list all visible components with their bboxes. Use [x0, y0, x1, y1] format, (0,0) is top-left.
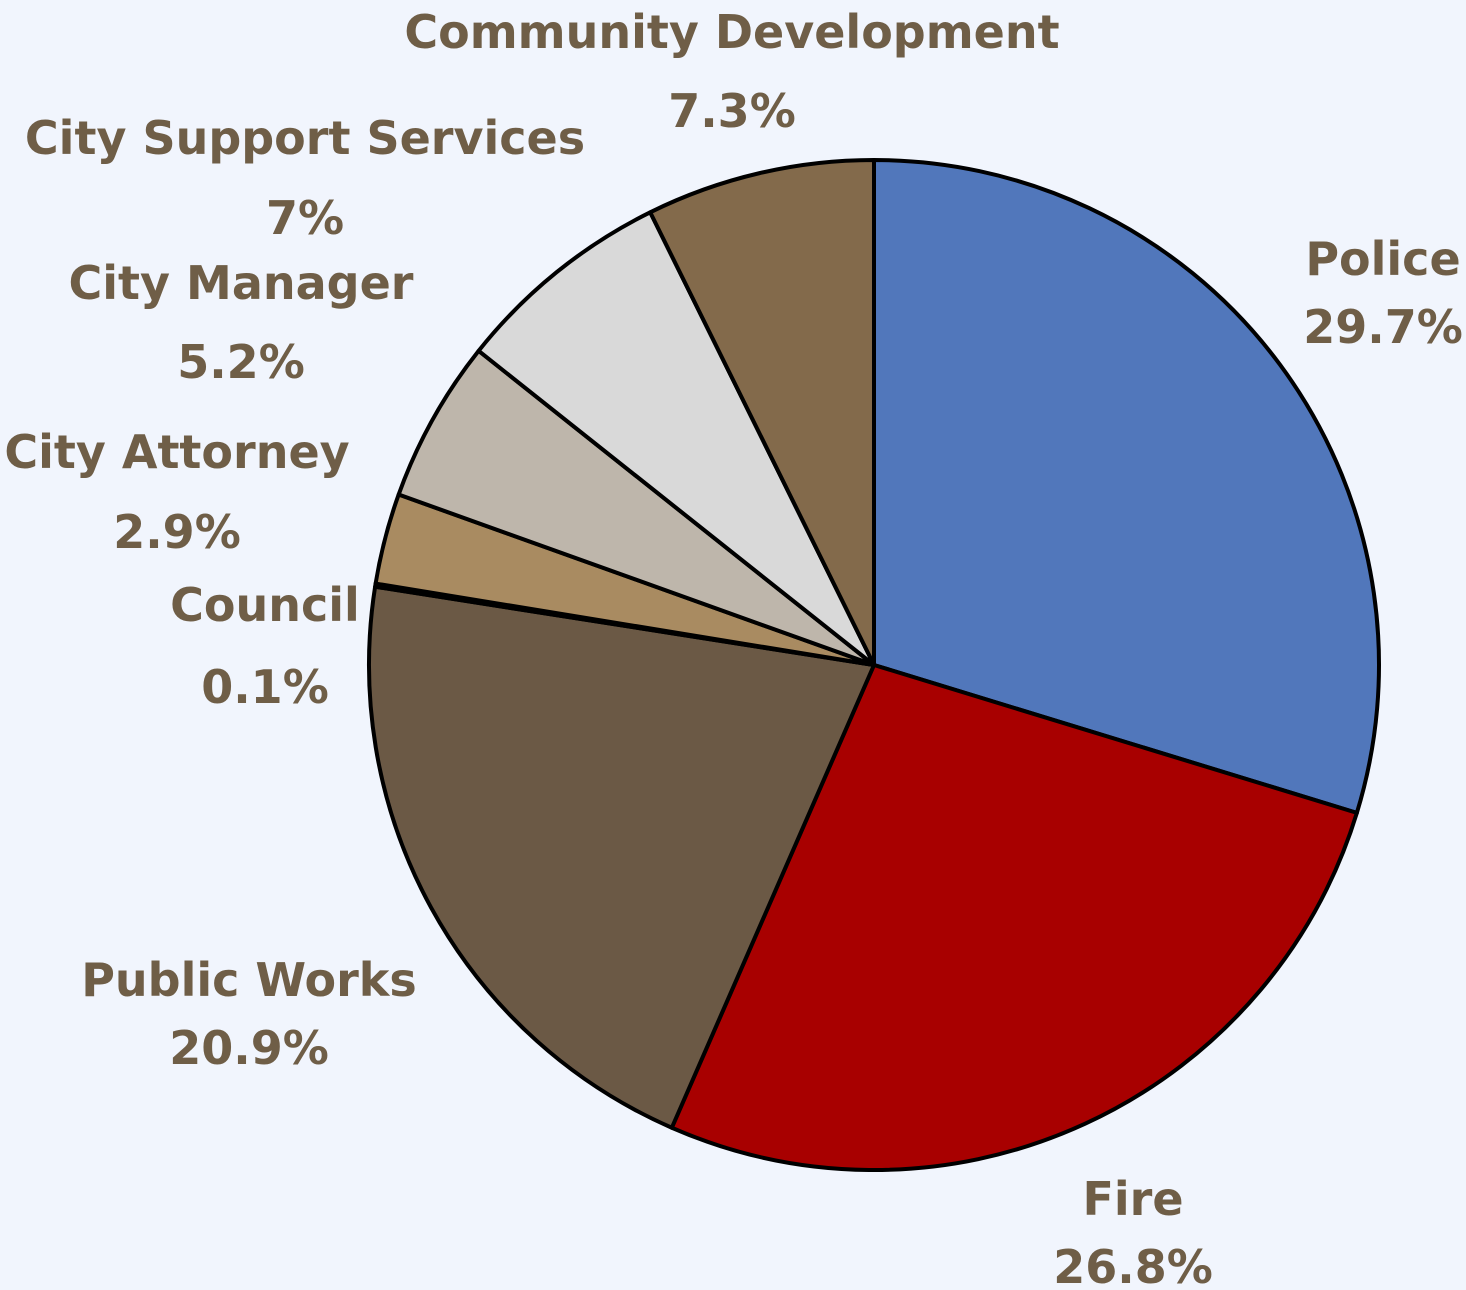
- label-community-development-name: Community Development: [404, 5, 1059, 59]
- pie-slice-community-development: [648, 158, 876, 667]
- label-community-development-value: 7.3%: [668, 84, 796, 138]
- label-public-works-value: 20.9%: [169, 1021, 329, 1075]
- pie-slice-city-manager: [396, 348, 876, 667]
- pie-labels: Police 29.7% Fire 26.8% Public Works 20.…: [4, 5, 1462, 1290]
- label-fire-name: Fire: [1082, 1172, 1183, 1226]
- label-police-value: 29.7%: [1303, 300, 1463, 354]
- pie-slices: [367, 158, 1381, 1172]
- label-council-value: 0.1%: [201, 660, 329, 714]
- pie-slice-public-works: [367, 584, 876, 1130]
- label-city-manager-name: City Manager: [69, 256, 414, 310]
- label-city-support-services-value: 7%: [266, 191, 344, 245]
- label-city-attorney-value: 2.9%: [113, 505, 241, 559]
- pie-slice-fire: [669, 663, 1359, 1172]
- label-city-support-services-name: City Support Services: [25, 111, 585, 165]
- label-public-works-name: Public Works: [81, 953, 417, 1007]
- label-police-name: Police: [1305, 232, 1460, 286]
- label-council-name: Council: [170, 578, 360, 632]
- label-city-attorney-name: City Attorney: [4, 425, 349, 479]
- pie-slice-city-support-services: [476, 210, 876, 667]
- pie-slice-police: [872, 158, 1381, 815]
- label-city-manager-value: 5.2%: [177, 335, 305, 389]
- label-fire-value: 26.8%: [1053, 1240, 1213, 1290]
